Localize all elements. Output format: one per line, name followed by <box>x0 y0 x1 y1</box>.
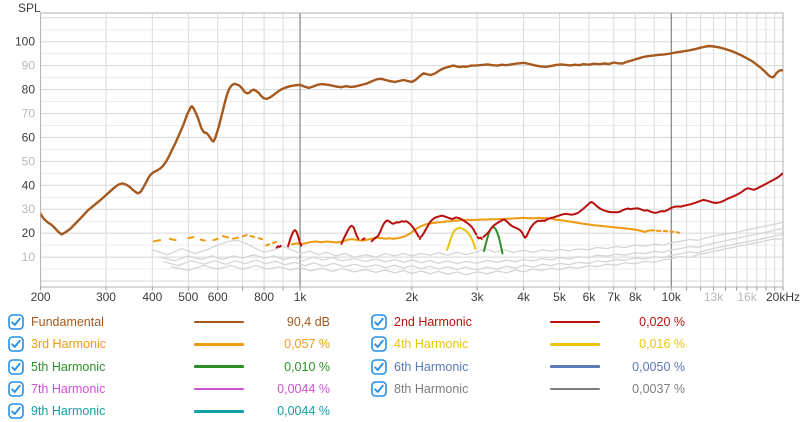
y-tick-label: 100 <box>15 35 35 49</box>
legend-label: 4th Harmonic <box>394 337 550 351</box>
legend-row-8th-harmonic[interactable]: 8th Harmonic 0,0037 % <box>371 378 685 400</box>
legend-value: 0,0044 % <box>244 404 330 418</box>
x-tick-label: 5k <box>553 290 567 304</box>
legend-value: 0,010 % <box>244 360 330 374</box>
checkbox-7th-harmonic[interactable] <box>8 381 24 397</box>
3rd-harmonic-curve <box>201 240 205 241</box>
legend-value: 90,4 dB <box>244 315 330 329</box>
checkbox-2nd-harmonic[interactable] <box>371 314 387 330</box>
x-tick-label: 200 <box>31 290 51 304</box>
2nd-harmonic-curve <box>483 236 485 237</box>
y-tick-label: 70 <box>22 107 36 121</box>
y-tick-label: 40 <box>22 178 36 192</box>
legend-label: 2nd Harmonic <box>394 315 550 329</box>
x-tick-label: 600 <box>208 290 228 304</box>
legend-line-sample <box>550 365 600 368</box>
checkbox-8th-harmonic[interactable] <box>371 381 387 397</box>
x-tick-label: 1k <box>294 290 308 304</box>
legend-line-sample <box>550 321 600 324</box>
legend-line-sample <box>194 321 244 324</box>
2nd-harmonic-curve <box>486 173 783 237</box>
x-tick-label: 10k <box>662 290 682 304</box>
legend-label: 8th Harmonic <box>394 382 550 396</box>
x-tick-label: 3k <box>471 290 485 304</box>
legend-line-sample <box>550 388 600 391</box>
legend-line-sample <box>194 365 244 368</box>
legend-label: 6th Harmonic <box>394 360 550 374</box>
3rd-harmonic-curve <box>233 238 238 239</box>
legend-value: 0,016 % <box>600 337 685 351</box>
legend-row-5th-harmonic[interactable]: 5th Harmonic 0,010 % <box>8 356 330 378</box>
checkbox-9th-harmonic[interactable] <box>8 403 24 419</box>
legend-row-3rd-harmonic[interactable]: 3rd Harmonic 0,057 % <box>8 333 330 355</box>
x-tick-label: 4k <box>517 290 531 304</box>
y-tick-label: 20 <box>22 226 36 240</box>
2nd-harmonic-curve <box>480 238 482 239</box>
checkbox-fundamental[interactable] <box>8 314 24 330</box>
legend-label: Fundamental <box>31 315 194 329</box>
x-tick-label: 20kHz <box>766 290 800 304</box>
x-tick-label: 400 <box>142 290 162 304</box>
legend-label: 7th Harmonic <box>31 382 194 396</box>
3rd-harmonic-curve <box>251 236 255 237</box>
3rd-harmonic-curve <box>259 238 262 239</box>
3rd-harmonic-curve <box>677 232 680 233</box>
legend-line-sample <box>550 343 600 346</box>
legend-column-left: Fundamental 90,4 dB 3rd Harmonic 0,057 %… <box>8 311 330 422</box>
legend-row-4th-harmonic[interactable]: 4th Harmonic 0,016 % <box>371 333 685 355</box>
legend-line-sample <box>194 343 244 346</box>
7th-harmonic-curve <box>160 228 783 263</box>
y-tick-label: 90 <box>22 59 36 73</box>
legend-value: 0,0044 % <box>244 382 330 396</box>
legend-value: 0,057 % <box>244 337 330 351</box>
3rd-harmonic-curve <box>266 244 269 245</box>
y-tick-label: 30 <box>22 202 36 216</box>
legend-line-sample <box>194 410 244 413</box>
legend-value: 0,0037 % <box>600 382 685 396</box>
legend-label: 5th Harmonic <box>31 360 194 374</box>
legend-label: 9th Harmonic <box>31 404 194 418</box>
2nd-harmonic-curve <box>277 246 279 247</box>
4th-harmonic-curve <box>447 228 475 250</box>
x-tick-label: 2k <box>405 290 419 304</box>
2nd-harmonic-curve <box>477 237 479 238</box>
3rd-harmonic-curve <box>243 235 247 236</box>
y-tick-label: 60 <box>22 130 36 144</box>
y-tick-label: 10 <box>22 250 36 264</box>
checkbox-4th-harmonic[interactable] <box>371 336 387 352</box>
checkbox-6th-harmonic[interactable] <box>371 359 387 375</box>
x-tick-label: 8k <box>629 290 643 304</box>
legend-row-fundamental[interactable]: Fundamental 90,4 dB <box>8 311 330 333</box>
y-tick-label: 50 <box>22 154 36 168</box>
2nd-harmonic-curve <box>362 238 364 239</box>
legend-value: 0,0050 % <box>600 360 685 374</box>
x-tick-label: 7k <box>607 290 621 304</box>
3rd-harmonic-curve <box>223 236 228 238</box>
checkbox-3rd-harmonic[interactable] <box>8 336 24 352</box>
legend-row-7th-harmonic[interactable]: 7th Harmonic 0,0044 % <box>8 378 330 400</box>
legend-row-2nd-harmonic[interactable]: 2nd Harmonic 0,020 % <box>371 311 685 333</box>
3rd-harmonic-curve <box>154 240 160 241</box>
spl-harmonics-chart: 200 300 400 500 600 800 1k 2k 3k 4k 5k 6k 7k 8k 10k 13k… <box>0 0 800 310</box>
legend-column-right: 2nd Harmonic 0,020 % 4th Harmonic 0,016 … <box>371 311 685 400</box>
3rd-harmonic-curve <box>213 239 217 240</box>
legend-line-sample <box>194 388 244 391</box>
checkbox-5th-harmonic[interactable] <box>8 359 24 375</box>
x-tick-label: 13k <box>704 290 724 304</box>
x-tick-label: 6k <box>583 290 597 304</box>
3rd-harmonic-curve <box>273 242 276 243</box>
x-tick-label: 16k <box>737 290 757 304</box>
2nd-harmonic-curve <box>420 237 421 239</box>
legend-label: 3rd Harmonic <box>31 337 194 351</box>
x-tick-label: 800 <box>254 290 274 304</box>
2nd-harmonic-curve <box>279 246 280 247</box>
x-tick-label: 500 <box>178 290 198 304</box>
legend-value: 0,020 % <box>600 315 685 329</box>
x-tick-label: 300 <box>96 290 116 304</box>
3rd-harmonic-curve <box>188 237 193 238</box>
y-tick-label: 80 <box>22 83 36 97</box>
legend-row-6th-harmonic[interactable]: 6th Harmonic 0,0050 % <box>371 356 685 378</box>
3rd-harmonic-curve <box>170 239 176 240</box>
